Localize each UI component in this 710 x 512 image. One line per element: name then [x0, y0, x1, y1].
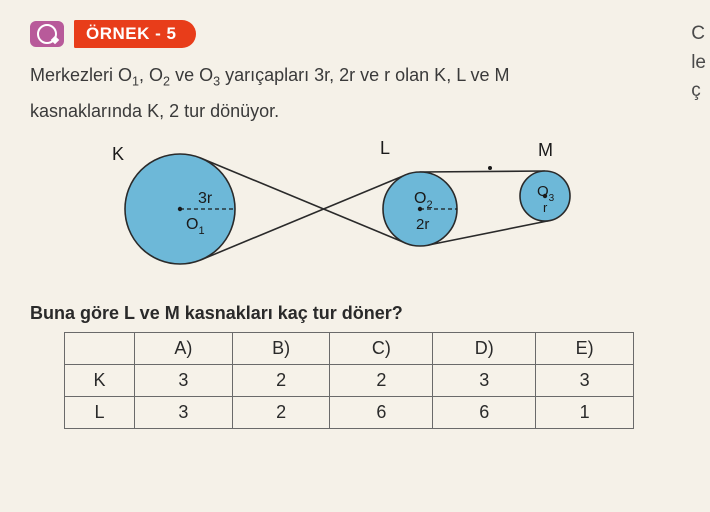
col-C: C)	[330, 333, 433, 365]
svg-text:2r: 2r	[416, 216, 429, 233]
problem-line-2: kasnaklarında K, 2 tur dönüyor.	[30, 98, 620, 126]
cell: 3	[135, 397, 233, 429]
col-A: A)	[135, 333, 233, 365]
svg-text:K: K	[112, 144, 124, 164]
cell: 6	[433, 397, 536, 429]
table-corner	[65, 333, 135, 365]
cell: 2	[232, 365, 330, 397]
cell: 6	[330, 397, 433, 429]
svg-text:3r: 3r	[198, 190, 213, 207]
pulley-diagram: KLM3rO1O22rO3r	[60, 132, 600, 287]
svg-text:L: L	[380, 138, 390, 158]
cell: 3	[135, 365, 233, 397]
question-text: Buna göre L ve M kasnakları kaç tur döne…	[30, 303, 680, 324]
col-D: D)	[433, 333, 536, 365]
problem-line-1: Merkezleri O1, O2 ve O3 yarıçapları 3r, …	[30, 62, 620, 92]
row-label: K	[65, 365, 135, 397]
table-row: L 3 2 6 6 1	[65, 397, 634, 429]
col-E: E)	[536, 333, 634, 365]
svg-text:r: r	[543, 200, 548, 215]
example-icon	[30, 21, 64, 47]
example-badge: ÖRNEK - 5	[74, 20, 196, 48]
cell: 3	[536, 365, 634, 397]
cell: 2	[330, 365, 433, 397]
col-B: B)	[232, 333, 330, 365]
cell: 1	[536, 397, 634, 429]
cell: 3	[433, 365, 536, 397]
page-edge-text: C le ç	[691, 20, 706, 106]
svg-text:M: M	[538, 140, 553, 160]
row-label: L	[65, 397, 135, 429]
table-row: K 3 2 2 3 3	[65, 365, 634, 397]
table-header-row: A) B) C) D) E)	[65, 333, 634, 365]
answer-table: A) B) C) D) E) K 3 2 2 3 3 L 3 2 6 6 1	[64, 332, 634, 429]
cell: 2	[232, 397, 330, 429]
